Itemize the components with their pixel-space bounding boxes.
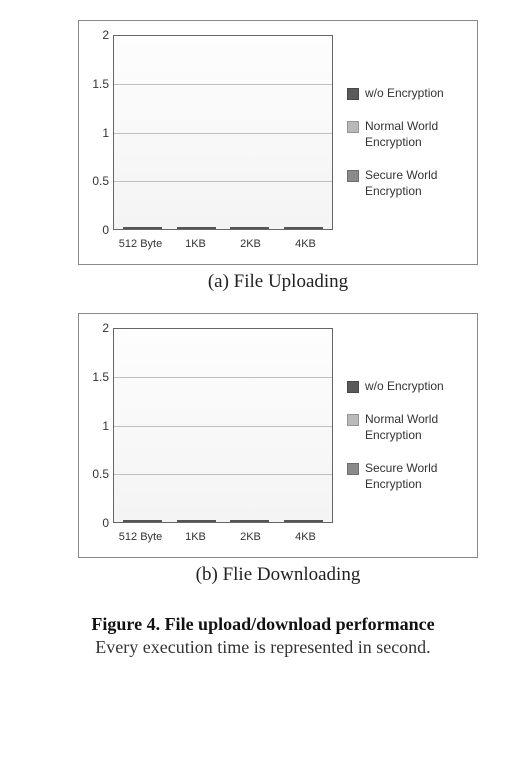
bars-row xyxy=(114,329,332,522)
legend-label: Secure World Encryption xyxy=(365,461,471,492)
bar xyxy=(123,227,136,229)
bar xyxy=(136,520,149,522)
x-tick-label: 1KB xyxy=(171,527,221,551)
bar xyxy=(284,520,297,522)
legend-swatch xyxy=(347,121,359,133)
bar-group xyxy=(171,227,221,229)
bar xyxy=(310,227,323,229)
bar-group xyxy=(225,227,275,229)
x-tick-label: 512 Byte xyxy=(116,527,166,551)
y-tick-label: 1.5 xyxy=(85,370,109,384)
y-tick-label: 1 xyxy=(85,126,109,140)
legend-label: Normal World Encryption xyxy=(365,119,471,150)
chart-frame: 00.511.52512 Byte1KB2KB4KBw/o Encryption… xyxy=(78,313,478,558)
bar-group xyxy=(118,227,168,229)
legend-swatch xyxy=(347,381,359,393)
x-tick-label: 1KB xyxy=(171,234,221,258)
bar xyxy=(149,520,162,522)
bars-row xyxy=(114,36,332,229)
bar xyxy=(177,520,190,522)
bar-group xyxy=(171,520,221,522)
bar xyxy=(123,520,136,522)
x-tick-label: 2KB xyxy=(226,234,276,258)
bar xyxy=(256,227,269,229)
bar xyxy=(203,520,216,522)
bar xyxy=(256,520,269,522)
bar-group xyxy=(118,520,168,522)
bar xyxy=(230,520,243,522)
y-tick-label: 2 xyxy=(85,28,109,42)
legend-label: w/o Encryption xyxy=(365,379,444,395)
chart-download: 00.511.52512 Byte1KB2KB4KBw/o Encryption… xyxy=(48,313,478,586)
plot-container: 0 0.5 1 1.5 2 512 Byte1KB2KB4KB xyxy=(85,27,337,258)
bar xyxy=(177,227,190,229)
legend-label: Normal World Encryption xyxy=(365,412,471,443)
legend-item: Normal World Encryption xyxy=(347,412,471,443)
plot-container: 0 0.5 1 1.5 2 512 Byte1KB2KB4KB xyxy=(85,320,337,551)
legend: w/o Encryption Normal World Encryption Sec… xyxy=(337,320,471,551)
x-tick-label: 2KB xyxy=(226,527,276,551)
legend-item: Normal World Encryption xyxy=(347,119,471,150)
x-tick-row: 512 Byte1KB2KB4KB xyxy=(113,234,333,258)
x-tick-row: 512 Byte1KB2KB4KB xyxy=(113,527,333,551)
bar xyxy=(190,227,203,229)
subcaption: (b) Flie Downloading xyxy=(78,564,478,586)
x-tick-label: 4KB xyxy=(281,527,331,551)
bar xyxy=(230,227,243,229)
legend-item: w/o Encryption xyxy=(347,86,471,102)
plot-area xyxy=(113,328,333,523)
bar xyxy=(243,227,256,229)
bar xyxy=(203,227,216,229)
legend-swatch xyxy=(347,88,359,100)
plot-area xyxy=(113,35,333,230)
legend-swatch xyxy=(347,414,359,426)
bar xyxy=(310,520,323,522)
bar xyxy=(284,227,297,229)
legend-label: w/o Encryption xyxy=(365,86,444,102)
chart-upload: 00.511.52512 Byte1KB2KB4KBw/o Encryption… xyxy=(48,20,478,293)
bar xyxy=(297,520,310,522)
bar-group xyxy=(278,227,328,229)
legend-swatch xyxy=(347,463,359,475)
y-tick-label: 1 xyxy=(85,419,109,433)
legend: w/o Encryption Normal World Encryption Sec… xyxy=(337,27,471,258)
legend-label: Secure World Encryption xyxy=(365,168,471,199)
x-tick-label: 512 Byte xyxy=(116,234,166,258)
y-tick-label: 0 xyxy=(85,223,109,237)
y-tick-label: 1.5 xyxy=(85,77,109,91)
bar xyxy=(190,520,203,522)
bar xyxy=(297,227,310,229)
y-tick-label: 0.5 xyxy=(85,467,109,481)
legend-swatch xyxy=(347,170,359,182)
legend-item: Secure World Encryption xyxy=(347,168,471,199)
chart-frame: 00.511.52512 Byte1KB2KB4KBw/o Encryption… xyxy=(78,20,478,265)
y-tick-label: 0 xyxy=(85,516,109,530)
bar xyxy=(149,227,162,229)
legend-item: w/o Encryption xyxy=(347,379,471,395)
bar xyxy=(136,227,149,229)
figure-title: Figure 4. File upload/download performan… xyxy=(10,614,516,635)
y-tick-label: 2 xyxy=(85,321,109,335)
legend-item: Secure World Encryption xyxy=(347,461,471,492)
x-tick-label: 4KB xyxy=(281,234,331,258)
figure-subtitle: Every execution time is represented in s… xyxy=(10,637,516,658)
bar-group xyxy=(225,520,275,522)
y-tick-label: 0.5 xyxy=(85,174,109,188)
bar xyxy=(243,520,256,522)
bar-group xyxy=(278,520,328,522)
subcaption: (a) File Uploading xyxy=(78,271,478,293)
